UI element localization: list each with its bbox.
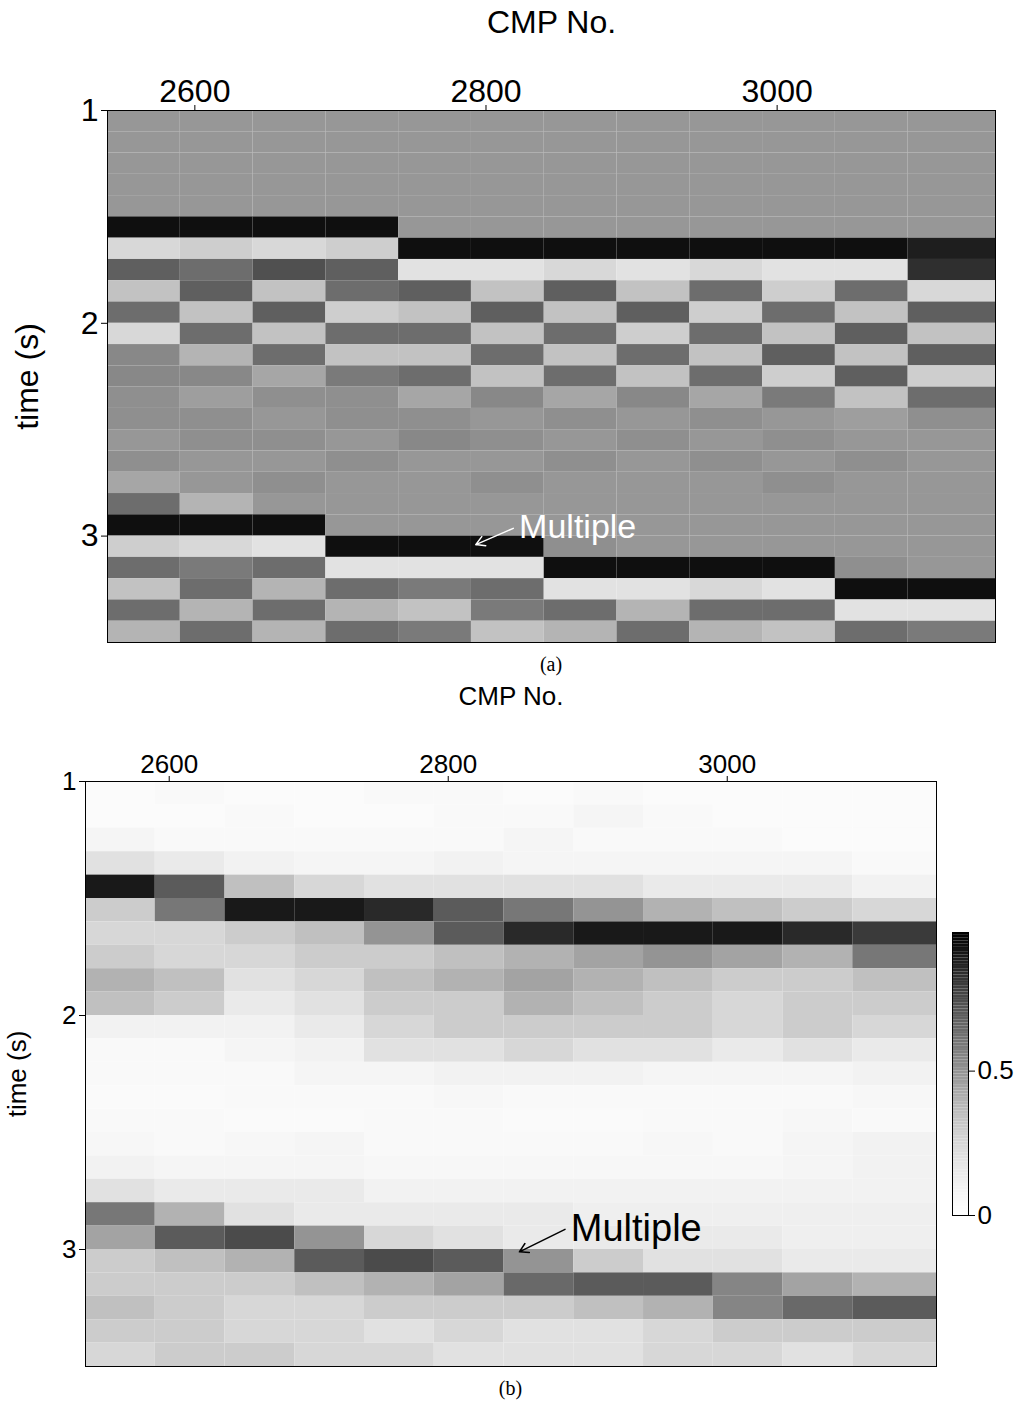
html-text:(b): (b)	[498, 1377, 523, 1399]
svg-text:2600: 2600	[140, 749, 198, 779]
svg-text:2: 2	[81, 305, 99, 341]
svg-text:CMP No.: CMP No.	[487, 4, 616, 40]
svg-text:2800: 2800	[450, 73, 521, 109]
svg-text:time (s): time (s)	[9, 323, 45, 430]
svg-text:3: 3	[81, 517, 99, 553]
html-text:(a): (a)	[539, 653, 563, 675]
svg-text:3000: 3000	[698, 749, 756, 779]
svg-text:Multiple: Multiple	[519, 507, 636, 545]
svg-text:1: 1	[81, 92, 99, 128]
svg-text:2: 2	[62, 1000, 76, 1030]
svg-text:3: 3	[62, 1234, 76, 1264]
svg-text:Multiple: Multiple	[571, 1207, 702, 1249]
svg-text:CMP No.: CMP No.	[459, 681, 564, 711]
svg-text:3000: 3000	[742, 73, 813, 109]
svg-text:time (s): time (s)	[2, 1031, 32, 1118]
svg-text:0: 0	[978, 1200, 992, 1230]
svg-text:0.5: 0.5	[978, 1055, 1014, 1085]
svg-text:2800: 2800	[419, 749, 477, 779]
svg-text:1: 1	[62, 766, 76, 796]
svg-text:2600: 2600	[159, 73, 230, 109]
